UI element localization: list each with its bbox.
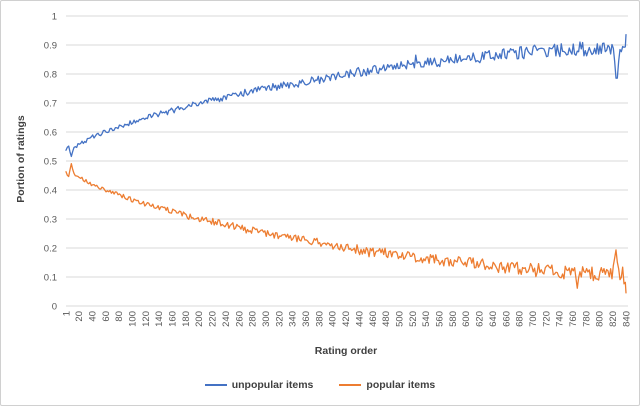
x-tick-label: 360 xyxy=(301,311,312,327)
x-tick-label: 340 xyxy=(288,311,299,327)
x-tick-labels: 1 20 40 60 80 100 120 140 160 180 200 220 240 260 280 3… xyxy=(61,311,632,327)
x-tick-label: 700 xyxy=(528,311,539,327)
x-tick-label: 260 xyxy=(234,311,245,327)
x-tick-label: 380 xyxy=(314,311,325,327)
x-tick-label: 820 xyxy=(608,311,619,327)
series-line-popular xyxy=(65,162,627,294)
x-tick-label: 280 xyxy=(248,311,259,327)
x-tick-label: 500 xyxy=(395,311,406,327)
x-tick-label: 660 xyxy=(501,311,512,327)
y-tick-label: 0.4 xyxy=(44,185,57,196)
x-tick-label: 840 xyxy=(621,311,632,327)
x-tick-label: 800 xyxy=(595,311,606,327)
y-tick-label: 0.3 xyxy=(44,214,57,225)
legend-line-swatch-popular xyxy=(339,384,362,386)
x-tick-label: 160 xyxy=(168,311,179,327)
x-tick-label: 600 xyxy=(461,311,472,327)
legend-item-popular: popular items xyxy=(339,379,435,391)
x-tick-label: 580 xyxy=(448,311,459,327)
y-tick-label: 0.1 xyxy=(44,272,57,283)
x-tick-label: 620 xyxy=(475,311,486,327)
y-axis-title: Portion of ratings xyxy=(15,115,27,203)
y-tick-label: 1 xyxy=(52,11,57,22)
x-tick-label: 300 xyxy=(261,311,272,327)
x-tick-label: 200 xyxy=(194,311,205,327)
legend: unpopular items popular items xyxy=(1,379,639,391)
x-tick-label: 780 xyxy=(581,311,592,327)
x-tick-label: 460 xyxy=(368,311,379,327)
x-tick-label: 760 xyxy=(568,311,579,327)
x-tick-label: 220 xyxy=(208,311,219,327)
x-tick-label: 680 xyxy=(515,311,526,327)
x-tick-label: 240 xyxy=(221,311,232,327)
y-tick-label: 0.7 xyxy=(44,98,57,109)
x-tick-label: 740 xyxy=(555,311,566,327)
x-tick-label: 100 xyxy=(128,311,139,327)
y-tick-label: 0.9 xyxy=(44,40,57,51)
x-tick-label: 480 xyxy=(381,311,392,327)
legend-item-unpopular: unpopular items xyxy=(204,379,314,391)
x-axis-title: Rating order xyxy=(314,345,378,357)
x-tick-label: 140 xyxy=(154,311,165,327)
y-tick-labels: 0 0.1 0.2 0.3 0.4 0.5 0.6 0.7 0.8 0.9 1 xyxy=(44,11,57,312)
y-tick-label: 0.8 xyxy=(44,69,57,80)
x-tick-label: 420 xyxy=(341,311,352,327)
x-tick-label: 560 xyxy=(435,311,446,327)
x-tick-label: 1 xyxy=(61,311,72,316)
x-tick-label: 400 xyxy=(328,311,339,327)
x-tick-label: 120 xyxy=(141,311,152,327)
x-tick-label: 720 xyxy=(541,311,552,327)
legend-label-unpopular: unpopular items xyxy=(231,379,314,391)
x-tick-label: 180 xyxy=(181,311,192,327)
x-tick-label: 40 xyxy=(87,311,98,322)
y-tick-label: 0 xyxy=(52,301,57,312)
x-tick-label: 320 xyxy=(274,311,285,327)
x-tick-label: 640 xyxy=(488,311,499,327)
x-tick-label: 540 xyxy=(421,311,432,327)
x-tick-label: 80 xyxy=(114,311,125,322)
x-tick-label: 60 xyxy=(101,311,112,322)
legend-line-swatch-unpopular xyxy=(204,384,227,386)
y-tick-label: 0.5 xyxy=(44,156,57,167)
gridlines xyxy=(66,15,628,307)
x-tick-label: 440 xyxy=(354,311,365,327)
y-tick-label: 0.6 xyxy=(44,127,57,138)
y-tick-label: 0.2 xyxy=(44,243,57,254)
x-tick-label: 520 xyxy=(408,311,419,327)
legend-label-popular: popular items xyxy=(366,379,436,391)
x-tick-label: 20 xyxy=(74,311,85,322)
series-line-unpopular xyxy=(65,33,627,158)
series-lines xyxy=(65,33,627,294)
